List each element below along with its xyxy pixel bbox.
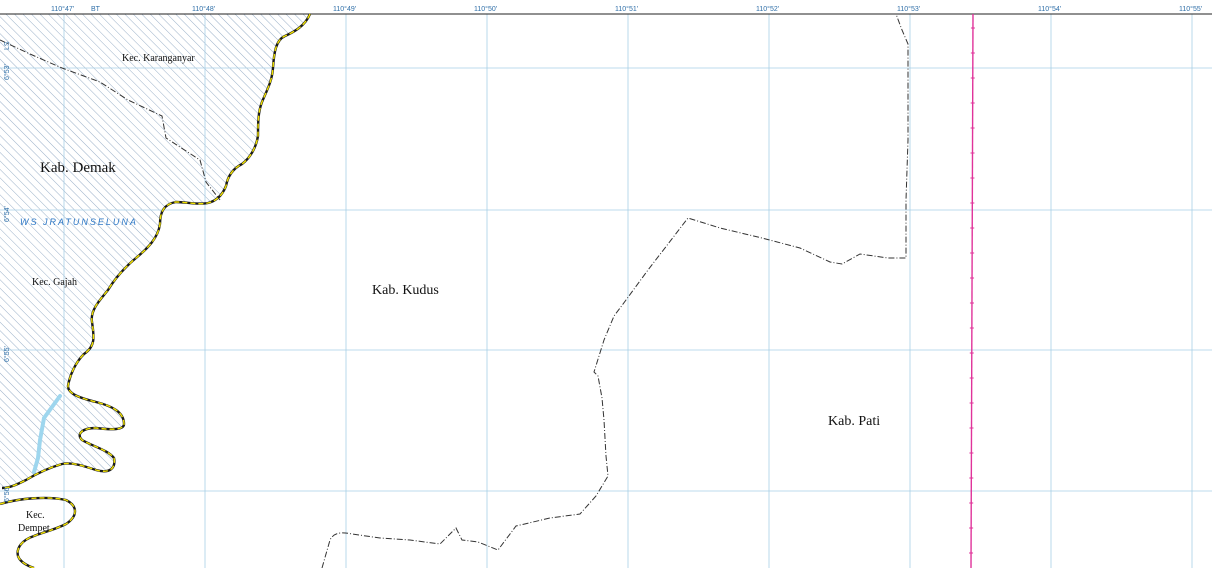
place-labels: Kec. Karanganyar Kab. Demak WS JRATUNSEL…	[18, 53, 880, 534]
tick-lon-110-47: 110°47'	[51, 5, 74, 13]
tick-lon-110-53: 110°53'	[897, 5, 920, 13]
longitude-ticks: 110°47' BT 110°48' 110°49' 110°50' 110°5…	[51, 5, 1202, 13]
tick-lon-110-50: 110°50'	[474, 5, 497, 13]
label-kab-demak[interactable]: Kab. Demak	[40, 160, 116, 176]
tick-lat-6-56: 6°56'	[3, 486, 11, 502]
tick-lon-110-52: 110°52'	[756, 5, 779, 13]
label-kec-dempet-2[interactable]: Dempet	[18, 523, 50, 534]
demak-hatched-area	[0, 14, 310, 488]
label-kec-karanganyar[interactable]: Kec. Karanganyar	[122, 53, 195, 64]
tick-lon-110-48: 110°48'	[192, 5, 215, 13]
tick-lon-110-51: 110°51'	[615, 5, 638, 13]
pink-meridian-line	[969, 13, 975, 568]
label-kec-gajah[interactable]: Kec. Gajah	[32, 277, 77, 288]
tick-lat-6-55: 6°55'	[3, 346, 11, 362]
boundary-karanganyar-demak	[0, 39, 221, 201]
latitude-ticks: LS 6°53' 6°54' 6°55' 6°56'	[3, 41, 11, 502]
boundary-kudus-pati	[321, 13, 909, 568]
admin-boundaries	[0, 13, 909, 568]
label-ws-jratunseluna[interactable]: WS JRATUNSELUNA	[20, 217, 138, 227]
river-segment	[32, 394, 62, 474]
tick-lon-110-55: 110°55'	[1179, 5, 1202, 13]
tick-lat-6-53: 6°53'	[3, 64, 11, 80]
tick-lat-6-54: 6°54'	[3, 206, 11, 222]
label-kab-pati[interactable]: Kab. Pati	[828, 414, 880, 429]
tick-lon-bt: BT	[91, 6, 101, 13]
tick-lon-110-54: 110°54'	[1038, 5, 1061, 13]
label-kab-kudus[interactable]: Kab. Kudus	[372, 283, 439, 298]
tick-lat-ls: LS	[4, 41, 11, 50]
coastline	[0, 13, 312, 568]
tick-lon-110-49: 110°49'	[333, 5, 356, 13]
coordinate-grid	[0, 14, 1212, 568]
label-kec-dempet-1[interactable]: Kec.	[26, 510, 45, 521]
